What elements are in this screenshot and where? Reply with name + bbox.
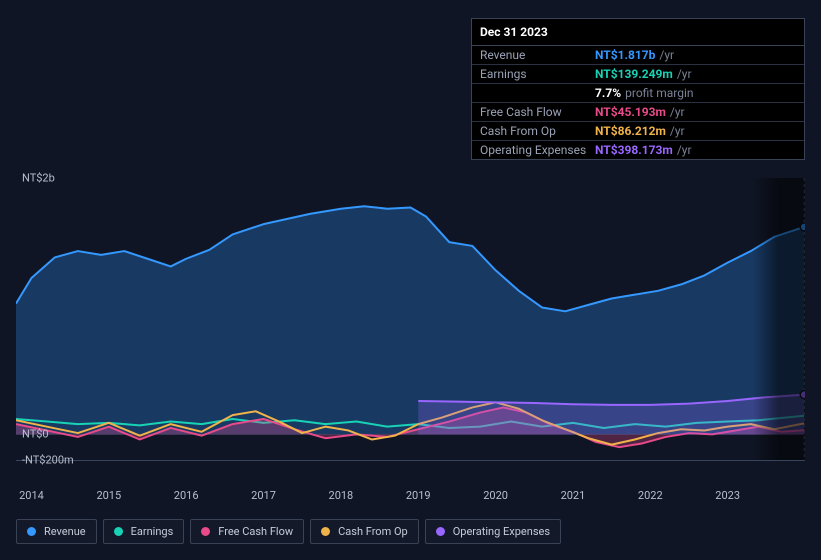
y-axis-label: NT$2b (22, 172, 55, 185)
tooltip-label: Free Cash Flow (480, 105, 595, 119)
legend-swatch (436, 527, 445, 536)
tooltip-value: NT$398.173m/yr (595, 143, 692, 157)
x-axis-label: 2022 (638, 489, 663, 502)
chart-svg (16, 178, 805, 460)
tooltip-date: Dec 31 2023 (472, 19, 804, 46)
y-axis-label: NT$0 (22, 428, 49, 441)
x-axis-label: 2017 (251, 489, 276, 502)
legend-item-cash-from-op[interactable]: Cash From Op (310, 519, 419, 544)
x-axis-label: 2019 (406, 489, 431, 502)
tooltip-row: Free Cash FlowNT$45.193m/yr (472, 103, 804, 122)
legend-swatch (321, 527, 330, 536)
x-axis-label: 2014 (19, 489, 44, 502)
chart-tooltip: Dec 31 2023 RevenueNT$1.817b/yrEarningsN… (471, 18, 805, 160)
tooltip-label: Earnings (480, 67, 595, 81)
tooltip-label: Operating Expenses (480, 143, 595, 157)
legend-label: Operating Expenses (453, 525, 550, 538)
x-axis-label: 2018 (329, 489, 354, 502)
tooltip-value: NT$139.249m/yr (595, 67, 692, 81)
tooltip-value: 7.7%profit margin (595, 86, 694, 100)
tooltip-row: Cash From OpNT$86.212m/yr (472, 122, 804, 141)
x-axis-label: 2015 (96, 489, 121, 502)
x-axis-label: 2023 (715, 489, 740, 502)
tooltip-row: RevenueNT$1.817b/yr (472, 46, 804, 65)
tooltip-value: NT$1.817b/yr (595, 48, 674, 62)
tooltip-label (480, 86, 595, 100)
tooltip-row: 7.7%profit margin (472, 84, 804, 103)
tooltip-value: NT$86.212m/yr (595, 124, 685, 138)
legend-item-revenue[interactable]: Revenue (16, 519, 97, 544)
legend-label: Earnings (131, 525, 174, 538)
plot-area[interactable] (16, 178, 805, 461)
tooltip-row: Operating ExpensesNT$398.173m/yr (472, 141, 804, 159)
legend-label: Cash From Op (338, 525, 408, 538)
tooltip-value: NT$45.193m/yr (595, 105, 685, 119)
legend-item-free-cash-flow[interactable]: Free Cash Flow (190, 519, 304, 544)
tooltip-row: EarningsNT$139.249m/yr (472, 65, 804, 84)
legend-swatch (201, 527, 210, 536)
x-axis-label: 2016 (174, 489, 199, 502)
x-axis-label: 2020 (483, 489, 508, 502)
legend: Revenue Earnings Free Cash Flow Cash From O… (16, 519, 561, 544)
tooltip-label: Revenue (480, 48, 595, 62)
y-axis-label: -NT$200m (22, 454, 74, 467)
financials-chart: Dec 31 2023 RevenueNT$1.817b/yrEarningsN… (0, 0, 821, 560)
legend-swatch (27, 527, 36, 536)
legend-label: Free Cash Flow (218, 525, 293, 538)
x-axis-label: 2021 (561, 489, 586, 502)
tooltip-label: Cash From Op (480, 124, 595, 138)
future-shade (753, 178, 805, 460)
legend-swatch (114, 527, 123, 536)
legend-item-earnings[interactable]: Earnings (103, 519, 185, 544)
legend-label: Revenue (44, 525, 86, 538)
legend-item-operating-expenses[interactable]: Operating Expenses (425, 519, 561, 544)
